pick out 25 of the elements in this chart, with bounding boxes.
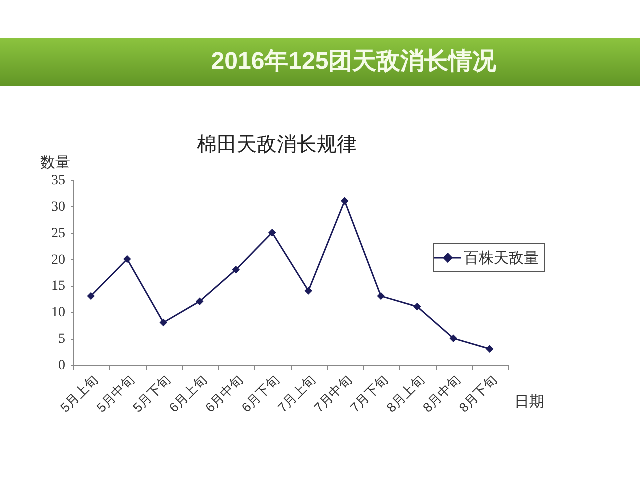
y-tick-label: 30 xyxy=(52,200,66,215)
point xyxy=(414,302,422,311)
y-tick-label: 10 xyxy=(52,306,66,321)
point xyxy=(377,292,385,300)
legend-label: 百株天敌量 xyxy=(464,250,539,267)
y-tick-label: 25 xyxy=(52,226,66,242)
chart-title: 2016年125团天敌消长情况 xyxy=(211,48,498,75)
point xyxy=(486,345,494,354)
y-axis-title: 数量 xyxy=(40,154,70,172)
point xyxy=(196,298,204,306)
y-tick-label: 5 xyxy=(58,332,66,348)
y-tick-label: 20 xyxy=(52,252,66,268)
point xyxy=(450,334,458,342)
y-tick-label: 35 xyxy=(52,174,66,188)
point xyxy=(268,228,276,237)
point xyxy=(304,287,312,295)
point xyxy=(87,292,95,300)
point xyxy=(341,197,349,206)
chart-subtitle: 棉田天敌消长规律 xyxy=(197,134,357,156)
point xyxy=(124,255,132,264)
point xyxy=(232,266,240,274)
point xyxy=(160,318,168,327)
y-tick-label: 0 xyxy=(58,358,66,374)
x-axis-title: 日期 xyxy=(514,394,544,410)
y-tick-label: 15 xyxy=(52,279,66,294)
